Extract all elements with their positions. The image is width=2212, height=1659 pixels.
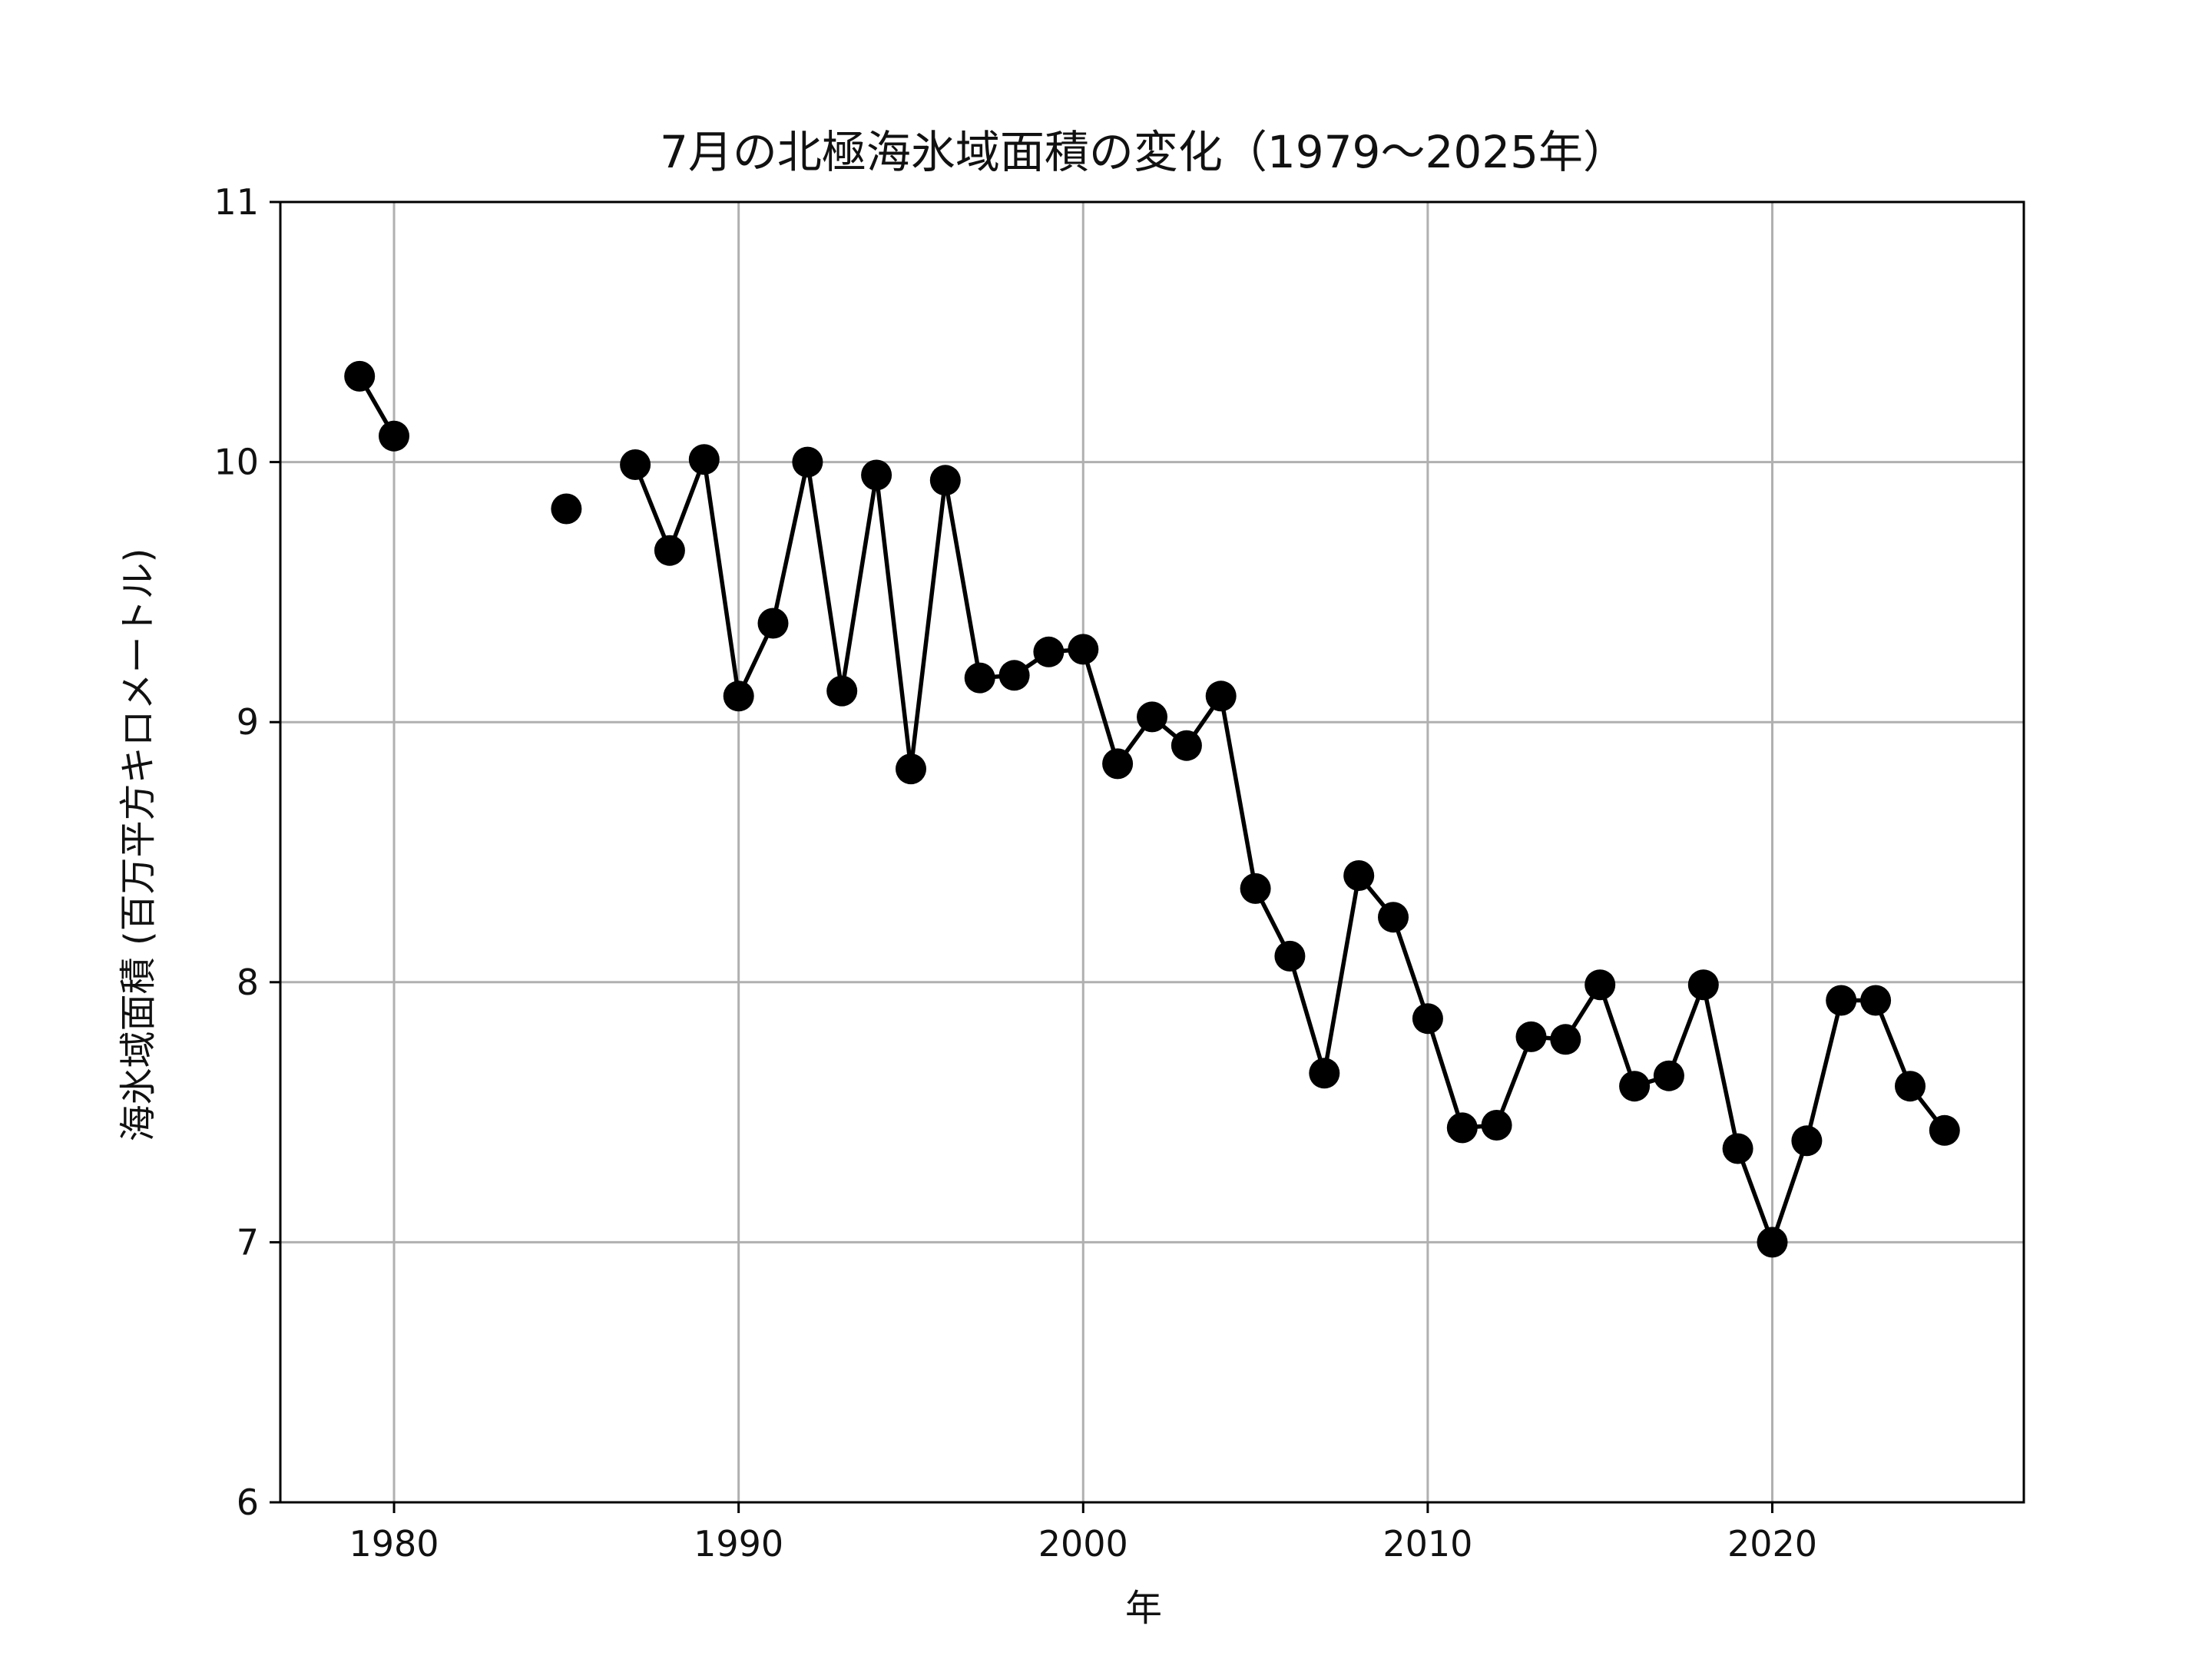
data-point	[1205, 680, 1237, 712]
data-point	[1137, 701, 1167, 733]
x-axis-label: 年	[1125, 1587, 1162, 1630]
data-point	[1240, 873, 1271, 904]
data-point	[1757, 1227, 1788, 1258]
data-point	[1687, 969, 1719, 1001]
data-point	[929, 465, 961, 496]
y-tick-label: 8	[237, 962, 259, 1003]
y-tick-label: 11	[214, 181, 259, 223]
data-point	[1068, 634, 1099, 665]
data-point	[1895, 1071, 1926, 1102]
data-point	[688, 444, 720, 475]
data-point	[1550, 1024, 1581, 1055]
data-point	[792, 446, 823, 478]
x-tick-label: 1990	[694, 1523, 783, 1565]
data-point	[1274, 940, 1306, 972]
x-tick-label: 2000	[1038, 1523, 1128, 1565]
data-point	[861, 459, 892, 491]
y-tick-label: 10	[214, 442, 259, 483]
axis-ticks: 1980 1990 2000 2010 2020 6 7 8 9 10 11	[214, 181, 1817, 1565]
data-point	[964, 662, 995, 694]
data-point	[1343, 860, 1375, 891]
data-point	[654, 535, 685, 566]
chart-title: 7月の北極海氷域面積の変化（1979～2025年）	[660, 126, 1628, 178]
data-point	[998, 660, 1030, 691]
data-point	[1171, 730, 1202, 761]
data-point	[1481, 1110, 1512, 1141]
data-point	[620, 449, 651, 480]
data-point	[1412, 1003, 1443, 1035]
data-series	[344, 360, 1960, 1258]
data-point	[757, 608, 789, 639]
data-point	[1653, 1060, 1684, 1091]
data-point	[1309, 1058, 1340, 1089]
data-point	[1619, 1071, 1651, 1102]
data-point	[896, 753, 926, 785]
data-point	[1826, 985, 1857, 1016]
plot-area-frame	[279, 200, 2025, 1504]
data-point	[1584, 969, 1616, 1001]
data-point	[344, 360, 376, 392]
data-point	[1378, 902, 1409, 933]
y-tick-label: 9	[237, 701, 259, 743]
data-point	[1929, 1114, 1960, 1146]
data-point	[1033, 636, 1065, 667]
x-tick-label: 2010	[1382, 1523, 1472, 1565]
x-tick-label: 1980	[349, 1523, 439, 1565]
data-point	[1860, 985, 1892, 1016]
x-tick-label: 2020	[1727, 1523, 1817, 1565]
data-point	[551, 493, 582, 525]
data-point	[1102, 748, 1134, 780]
data-point	[1791, 1125, 1823, 1157]
y-tick-label: 7	[237, 1221, 259, 1263]
data-point	[1515, 1021, 1547, 1052]
data-point	[379, 420, 409, 452]
data-point	[1722, 1133, 1753, 1164]
data-point	[1446, 1112, 1478, 1144]
data-point	[826, 675, 858, 707]
data-point	[723, 680, 754, 712]
y-tick-label: 6	[237, 1482, 259, 1523]
y-axis-label: 海氷域面積 (百万平方キロメートル)	[117, 548, 160, 1142]
